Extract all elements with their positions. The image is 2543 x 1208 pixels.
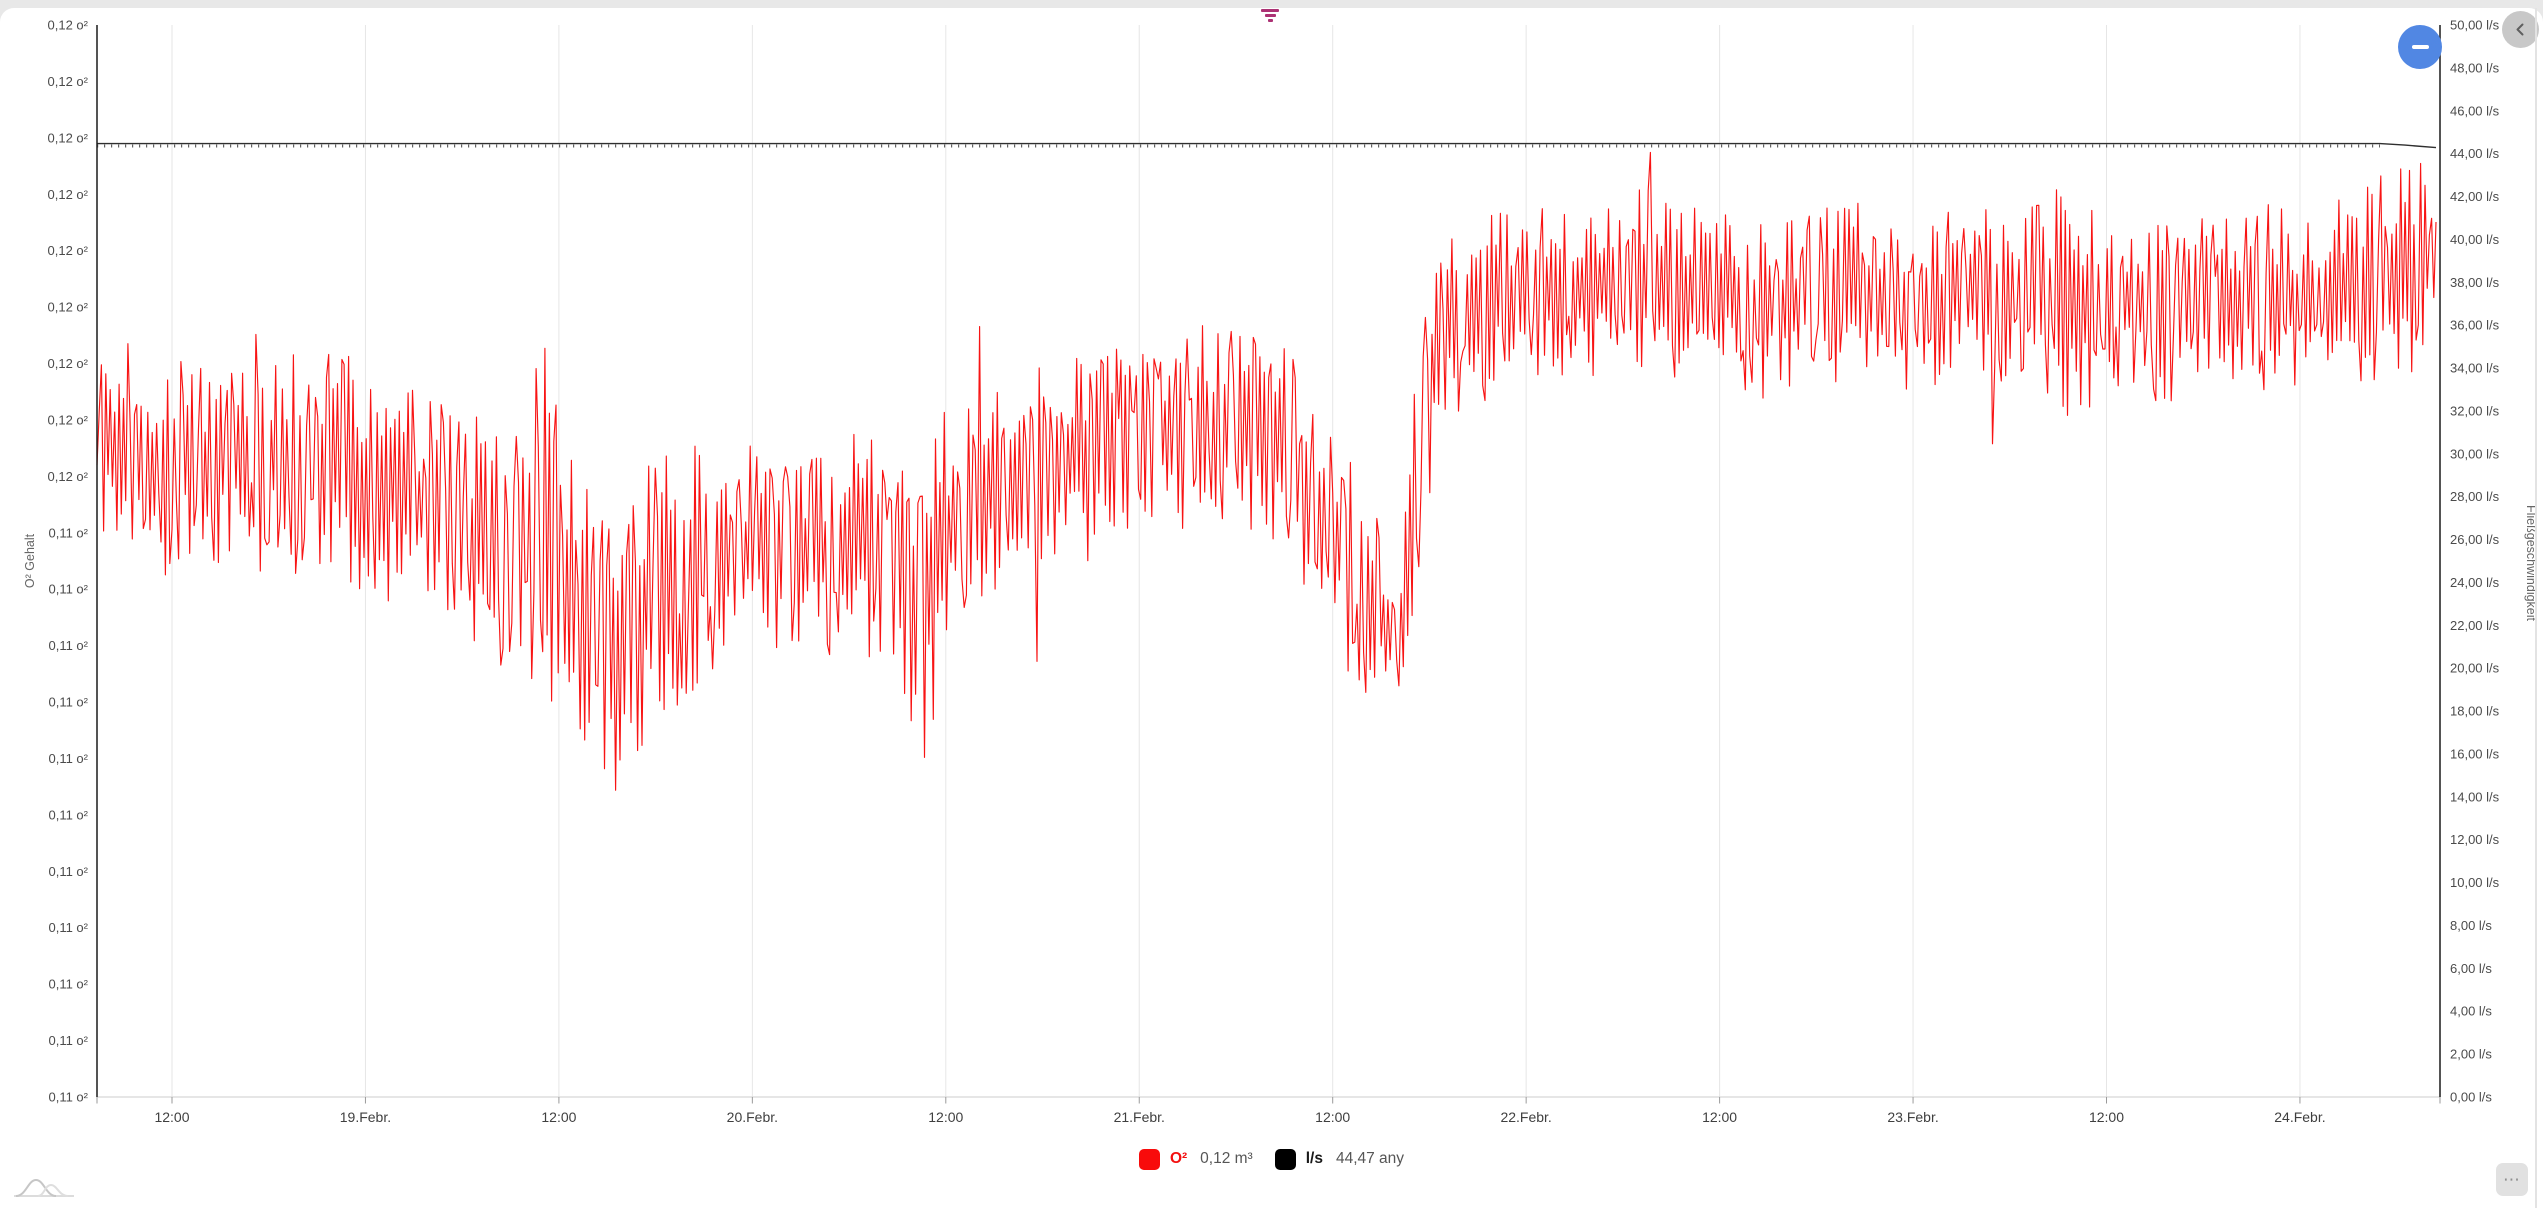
y-right-tick-label: 12,00 l/s: [2450, 832, 2500, 847]
y-right-tick-label: 18,00 l/s: [2450, 704, 2500, 719]
y-left-axis-title: O² Gehalt: [23, 533, 37, 588]
chevron-left-icon: [2516, 23, 2524, 36]
y-right-tick-label: 44,00 l/s: [2450, 146, 2500, 161]
legend-item-o2[interactable]: O² 0,12 m³: [1138, 1148, 1253, 1170]
y-right-tick-label: 32,00 l/s: [2450, 403, 2500, 418]
y-left-tick-label: 0,12 o²: [48, 243, 89, 258]
filter-button[interactable]: [1259, 6, 1281, 24]
zoom-out-button[interactable]: [2398, 25, 2442, 69]
x-tick-label: 24.Febr.: [2274, 1109, 2325, 1125]
y-left-tick-label: 0,11 o²: [48, 525, 88, 540]
y-left-tick-label: 0,12 o²: [48, 187, 89, 202]
minus-icon: [2411, 45, 2429, 49]
y-right-tick-label: 46,00 l/s: [2450, 103, 2500, 118]
o2-series-line: [96, 151, 2437, 791]
x-tick-label: 23.Febr.: [1887, 1109, 1938, 1125]
y-right-tick-label: 28,00 l/s: [2450, 489, 2500, 504]
y-right-tick-label: 34,00 l/s: [2450, 361, 2500, 376]
y-right-tick-label: 24,00 l/s: [2450, 575, 2500, 590]
y-left-tick-label: 0,11 o²: [48, 751, 88, 766]
y-right-tick-label: 16,00 l/s: [2450, 746, 2500, 761]
x-tick-label: 12:00: [2089, 1109, 2124, 1125]
y-right-tick-label: 0,00 l/s: [2450, 1090, 2492, 1105]
x-tick-label: 12:00: [541, 1109, 576, 1125]
y-left-tick-label: 0,11 o²: [48, 582, 88, 597]
y-left-tick-label: 0,11 o²: [48, 1090, 88, 1105]
legend-value-ls: 44,47 any: [1335, 1150, 1405, 1167]
y-left-tick-label: 0,11 o²: [48, 695, 88, 710]
legend-value-o2: 0,12 m³: [1200, 1150, 1253, 1167]
x-tick-label: 12:00: [1315, 1109, 1350, 1125]
y-left-tick-label: 0,12 o²: [48, 469, 89, 484]
x-tick-label: 21.Febr.: [1114, 1109, 1165, 1125]
y-right-tick-label: 2,00 l/s: [2450, 1047, 2492, 1062]
y-left-tick-label: 0,12 o²: [48, 300, 89, 315]
ls-series-line: [97, 142, 2437, 149]
y-left-tick-label: 0,12 o²: [48, 18, 89, 33]
legend-item-ls[interactable]: l/s 44,47 any: [1274, 1148, 1405, 1170]
x-tick-label: 19.Febr.: [340, 1109, 391, 1125]
ellipsis-icon: ⋯: [2503, 1169, 2521, 1189]
more-options-button[interactable]: ⋯: [2496, 1163, 2528, 1196]
y-left-tick-label: 0,11 o²: [48, 977, 88, 992]
y-right-tick-label: 20,00 l/s: [2450, 661, 2500, 676]
legend-label-ls: l/s: [1305, 1150, 1323, 1167]
filter-icon-bar-3: [1267, 18, 1273, 22]
filter-icon: [1261, 8, 1279, 12]
chart-card: [0, 8, 2543, 1208]
x-tick-label: 22.Febr.: [1500, 1109, 1551, 1125]
x-tick-label: 12:00: [928, 1109, 963, 1125]
y-left-tick-label: 0,12 o²: [48, 356, 89, 371]
filter-icon-bar-2: [1264, 13, 1276, 17]
y-left-tick-label: 0,11 o²: [48, 807, 88, 822]
y-right-tick-label: 22,00 l/s: [2450, 618, 2500, 633]
preview-waves-icon: [14, 1178, 74, 1197]
y-left-tick-label: 0,12 o²: [48, 130, 89, 145]
y-right-tick-label: 14,00 l/s: [2450, 789, 2500, 804]
y-left-tick-label: 0,12 o²: [48, 74, 89, 89]
legend: O² 0,12 m³ l/s 44,47 any: [0, 1144, 2543, 1174]
y-right-tick-label: 10,00 l/s: [2450, 875, 2500, 890]
y-left-tick-label: 0,11 o²: [48, 1033, 88, 1048]
legend-swatch-o2: [1138, 1148, 1160, 1170]
legend-swatch-ls: [1274, 1148, 1296, 1170]
y-right-tick-label: 36,00 l/s: [2450, 318, 2500, 333]
x-tick-label: 20.Febr.: [727, 1109, 778, 1125]
collapse-panel-button[interactable]: [2502, 11, 2539, 48]
y-right-axis-title: Fließgeschwindigkeit: [2524, 505, 2538, 622]
y-right-tick-label: 48,00 l/s: [2450, 60, 2500, 75]
y-right-tick-label: 40,00 l/s: [2450, 232, 2500, 247]
x-tick-label: 12:00: [1702, 1109, 1737, 1125]
y-left-tick-label: 0,11 o²: [48, 864, 88, 879]
y-right-tick-label: 6,00 l/s: [2450, 961, 2492, 976]
y-right-tick-label: 38,00 l/s: [2450, 275, 2500, 290]
y-right-tick-label: 50,00 l/s: [2450, 18, 2500, 33]
y-left-tick-label: 0,11 o²: [48, 920, 88, 935]
side-panel-separator: [2535, 8, 2537, 1208]
y-right-tick-label: 30,00 l/s: [2450, 446, 2500, 461]
y-right-tick-label: 42,00 l/s: [2450, 189, 2500, 204]
x-tick-label: 12:00: [154, 1109, 189, 1125]
y-left-tick-label: 0,11 o²: [48, 638, 88, 653]
y-right-tick-label: 8,00 l/s: [2450, 918, 2492, 933]
legend-label-o2: O²: [1169, 1150, 1188, 1167]
y-left-tick-label: 0,12 o²: [48, 412, 89, 427]
y-right-tick-label: 4,00 l/s: [2450, 1004, 2492, 1019]
y-right-tick-label: 26,00 l/s: [2450, 532, 2500, 547]
